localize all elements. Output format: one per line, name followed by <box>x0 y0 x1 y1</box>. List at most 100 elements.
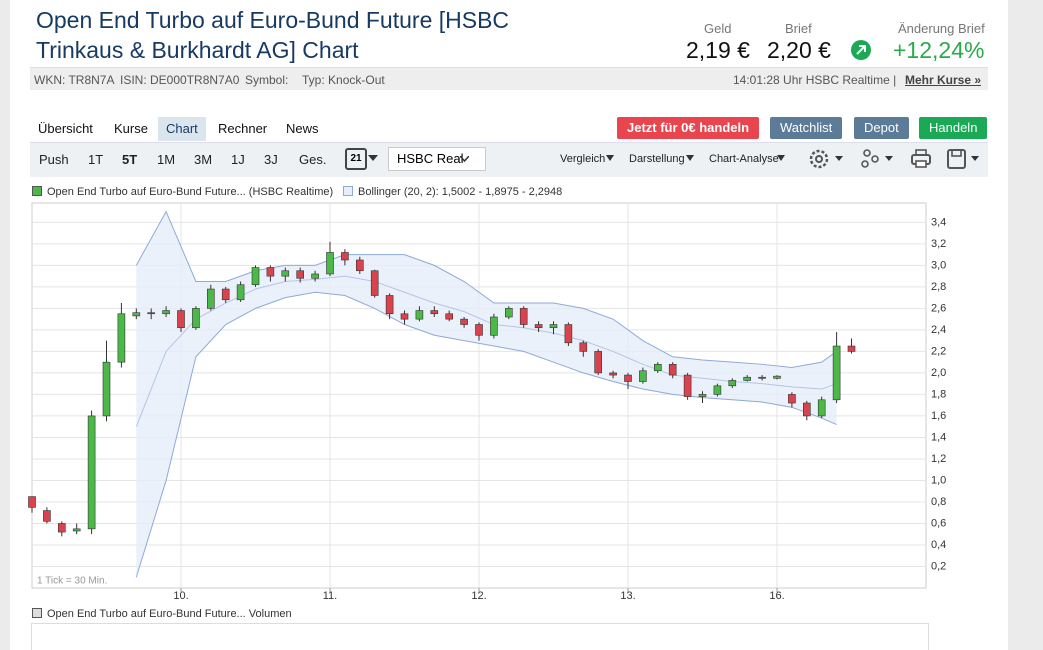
candle-body <box>192 308 200 329</box>
candle-body <box>221 288 230 301</box>
candle-body <box>534 324 543 329</box>
depot-button[interactable]: Depot <box>854 117 909 139</box>
tab-active[interactable]: Chart <box>158 117 206 141</box>
range-button[interactable]: Ges. <box>299 152 327 167</box>
more-quotes-link[interactable]: Mehr Kurse » <box>905 73 982 87</box>
tab[interactable]: News <box>286 121 319 136</box>
range-button[interactable]: 3M <box>194 152 213 167</box>
wkn: WKN: TR8N7A <box>34 73 115 87</box>
candle-body <box>266 267 275 277</box>
candle-body <box>639 370 647 382</box>
candle-body <box>460 318 468 325</box>
calendar-button[interactable]: 21 <box>345 148 367 170</box>
legend-swatch <box>343 186 353 196</box>
ask-label: Brief <box>785 21 812 36</box>
range-button[interactable]: 1M <box>157 152 176 167</box>
candle-body <box>415 310 424 320</box>
x-tick-label: 12. <box>471 590 486 602</box>
candle-body <box>698 394 707 397</box>
watchlist-button[interactable]: Watchlist <box>770 117 843 139</box>
y-tick-label: 0,8 <box>931 496 946 508</box>
bollinger-lower <box>135 291 837 578</box>
candle-body <box>817 399 826 417</box>
candle-body <box>564 324 573 344</box>
trade-button[interactable]: Handeln <box>919 117 988 139</box>
candle-body <box>788 394 796 404</box>
display-menu[interactable]: Darstellung <box>629 153 685 165</box>
y-tick-label: 0,4 <box>931 539 946 551</box>
y-tick-label: 0,2 <box>931 560 946 572</box>
dropdown-arrow <box>368 155 378 161</box>
range-button[interactable]: Push <box>39 152 69 167</box>
y-tick-label: 1,0 <box>931 474 946 486</box>
x-tick-label: 13. <box>620 590 635 602</box>
range-button[interactable]: 1J <box>231 152 245 167</box>
y-tick-label: 2,8 <box>931 281 946 293</box>
candle-body <box>668 364 677 376</box>
candle-body <box>490 316 498 336</box>
legend-entry: Bollinger (20, 2): 1,5002 - 1,8975 - 2,2… <box>343 186 562 198</box>
legend-label: Open End Turbo auf Euro-Bund Future... (… <box>47 186 334 198</box>
range-button[interactable]: 1T <box>88 152 104 167</box>
candle-body <box>28 496 36 508</box>
trade-free-button[interactable]: Jetzt für 0€ handeln <box>617 117 760 139</box>
change-up-icon <box>851 40 871 60</box>
candle-body <box>475 324 483 336</box>
candle-body <box>504 308 513 318</box>
candle-body <box>57 523 66 533</box>
y-tick-label: 1,6 <box>931 410 946 422</box>
candle-body <box>385 295 394 315</box>
bid-value: 2,19 € <box>686 37 750 63</box>
candle-body <box>549 324 558 329</box>
candle-body <box>72 528 81 532</box>
instrument-type: Typ: Knock-Out <box>302 73 385 87</box>
tab[interactable]: Rechner <box>218 121 268 136</box>
candle-body <box>102 361 111 417</box>
isin: ISIN: DE000TR8N7A0 <box>120 73 240 87</box>
candle-body <box>311 273 319 279</box>
candle-body <box>87 415 96 530</box>
tab[interactable]: Übersicht <box>38 121 93 136</box>
compare-menu[interactable]: Vergleich <box>560 153 606 165</box>
source-select[interactable]: HSBC Real <box>388 147 487 171</box>
legend-entry: Open End Turbo auf Euro-Bund Future... (… <box>32 186 333 198</box>
y-tick-label: 1,2 <box>931 453 946 465</box>
analysis-menu[interactable]: Chart-Analyse <box>709 153 779 165</box>
candle-body <box>743 376 752 381</box>
candle-body <box>132 312 141 317</box>
candle-body <box>445 313 454 320</box>
bid-label: Geld <box>704 21 732 36</box>
candle-body <box>147 312 155 315</box>
page-title: Trinkaus & Burkhardt AG] Chart <box>36 37 359 63</box>
x-tick-label: 16. <box>769 590 784 602</box>
bollinger-band-fill <box>136 211 837 578</box>
range-button-active[interactable]: 5T <box>122 152 138 167</box>
candle-body <box>400 313 409 320</box>
candle-body <box>326 252 334 275</box>
range-button[interactable]: 3J <box>264 152 278 167</box>
candle-body <box>117 313 126 363</box>
quote-time: 14:01:28 Uhr HSBC Realtime | <box>733 73 897 87</box>
candle-body <box>713 385 722 395</box>
legend-swatch <box>32 186 42 196</box>
dropdown-arrow <box>460 156 469 162</box>
volume-panel <box>31 623 929 650</box>
page-title: Open End Turbo auf Euro-Bund Future [HSB… <box>36 7 510 33</box>
candle-body <box>728 380 737 387</box>
y-tick-label: 2,0 <box>931 367 946 379</box>
y-tick-label: 3,0 <box>931 259 946 271</box>
candle-body <box>683 374 692 397</box>
change-value: +12,24% <box>893 37 985 63</box>
x-tick-label: 11. <box>323 590 337 602</box>
info-bar: WKN: TR8N7A ISIN: DE000TR8N7A0 Symbol: T… <box>30 67 988 90</box>
candle-body <box>624 374 632 382</box>
y-tick-label: 1,8 <box>931 388 946 400</box>
candle-body <box>832 345 841 401</box>
tab[interactable]: Kurse <box>114 121 148 136</box>
y-tick-label: 3,2 <box>931 238 946 250</box>
candle-body <box>296 270 305 279</box>
toolbar-icons[interactable] <box>805 147 985 171</box>
candle-body <box>519 308 528 325</box>
candle-body <box>251 267 260 286</box>
